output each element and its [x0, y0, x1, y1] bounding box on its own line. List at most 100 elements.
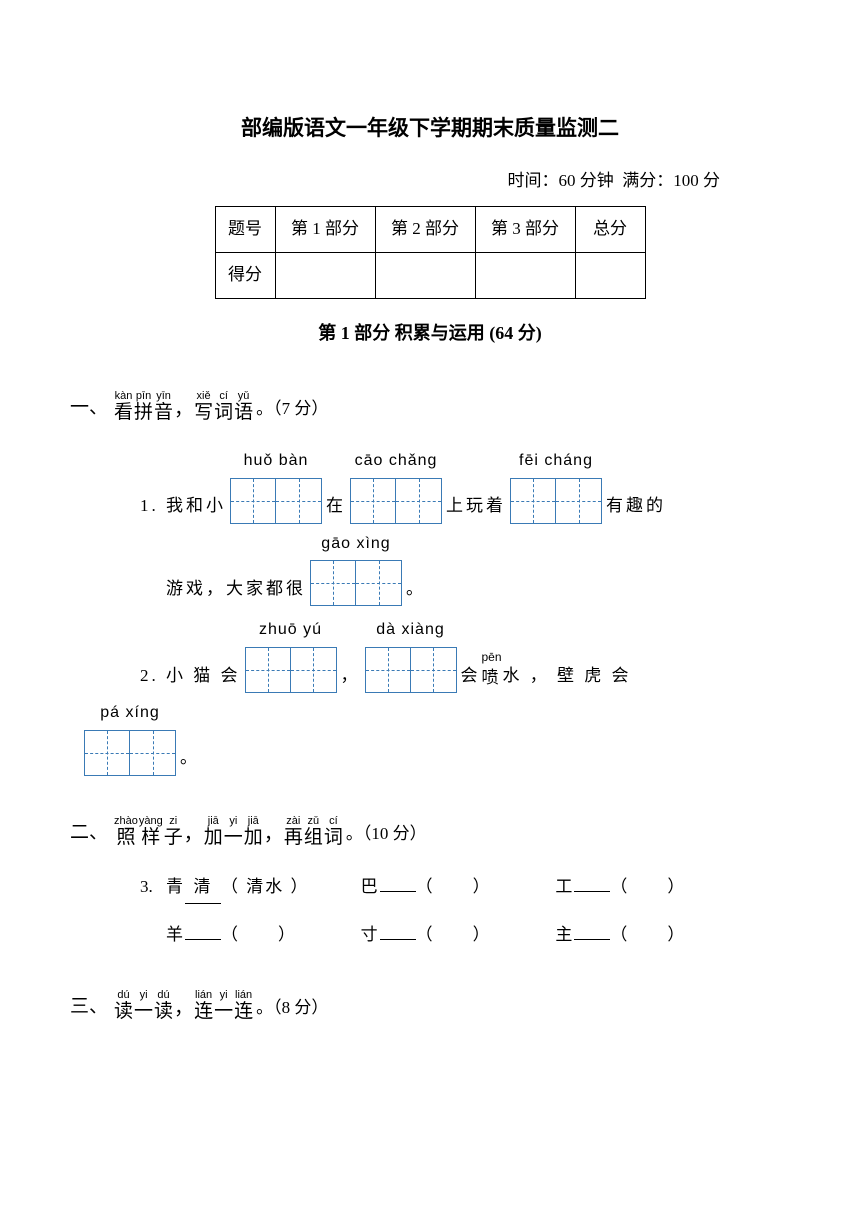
base-char: 工 [555, 877, 574, 896]
item-num: 1. [140, 491, 166, 524]
td-blank[interactable] [275, 252, 375, 298]
q1-item2-line1: 2. 小 猫 会 zhuō yú ， dà xiàng 会 pēn 喷 水 ， … [140, 616, 750, 693]
tian-box[interactable] [365, 647, 411, 693]
q3-heading: 三、 dú读yi一dú读，lián连yi一lián连 。（8 分） [70, 978, 750, 1024]
tian-box[interactable] [350, 478, 396, 524]
ruby-char: ， [264, 824, 283, 847]
paren: （ ） [610, 877, 686, 896]
time-label: 时间： [508, 171, 559, 190]
ruby-char: jiā加 [244, 815, 263, 850]
section-1-header: 第 1 部分 积累与运用 (64 分) [110, 317, 750, 349]
tian-box[interactable] [411, 647, 457, 693]
pinyin-label: huǒ bàn [244, 447, 309, 476]
pinyin-label: pá xíng [100, 699, 159, 728]
tian-box[interactable] [510, 478, 556, 524]
paren: （ [221, 877, 246, 896]
q3-ruby: dú读yi一dú读，lián连yi一lián连 [114, 978, 254, 1024]
fill-blank[interactable] [574, 891, 610, 892]
text-seg: 在 [326, 491, 346, 524]
q3-number: 三、 [70, 990, 108, 1024]
ruby-char: yīn音 [154, 390, 173, 425]
th-part2: 第 2 部分 [375, 207, 475, 253]
q3-points: 。（8 分） [256, 993, 328, 1024]
tian-box[interactable] [245, 647, 291, 693]
paren: （ ） [610, 925, 686, 944]
base-char: 寸 [361, 925, 380, 944]
fill-item: 寸（ ） [361, 920, 556, 951]
q2-row2: 羊 （ ） 寸（ ） 主 （ ） [140, 920, 750, 951]
ruby-char: ， [184, 824, 203, 847]
q2-ruby: zhào照yàng样zi子，jiā加yi一jiā加，zài再zǔ组cí词 [114, 804, 344, 850]
ruby-char: yi一 [134, 989, 153, 1024]
tian-box[interactable] [291, 647, 337, 693]
td-blank[interactable] [375, 252, 475, 298]
ruby-char: xiě写 [194, 390, 213, 425]
q2-number: 二、 [70, 816, 108, 850]
tian-box-group: fēi cháng [510, 447, 602, 524]
td-blank[interactable] [575, 252, 645, 298]
tian-box[interactable] [556, 478, 602, 524]
fill-blank[interactable]: 清 [185, 872, 221, 904]
q1-ruby: kàn看pīn拼yīn音，xiě写cí词yǔ语 [114, 379, 254, 425]
pinyin-label: cāo chǎng [355, 447, 438, 476]
q1-item1-line1: 1. 我和小 huǒ bàn 在 cāo chǎng 上玩着 fēi cháng… [140, 447, 750, 524]
q1-number: 一、 [70, 391, 108, 425]
fill-blank[interactable] [380, 891, 416, 892]
tian-box[interactable] [276, 478, 322, 524]
ruby-char: dú读 [114, 989, 133, 1024]
base-char: 羊 [166, 925, 185, 944]
fill-item: 青清（ 清水 ） [166, 872, 361, 904]
score-value: 100 分 [673, 171, 720, 190]
text-seg: 有趣的 [606, 491, 666, 524]
tian-box[interactable] [230, 478, 276, 524]
tian-box[interactable] [396, 478, 442, 524]
tian-box[interactable] [356, 560, 402, 606]
fill-item: 工 （ ） [555, 872, 750, 904]
paren: （ ） [221, 925, 297, 944]
q2-body: 3. 青清（ 清水 ） 巴（ ） 工（ ） 羊（ ） 寸（ ） 主（ ） [140, 872, 750, 950]
q2-points: 。（10 分） [346, 819, 427, 850]
fill-blank[interactable] [185, 939, 221, 940]
ruby-char: dú读 [154, 989, 173, 1024]
ruby-char: pīn拼 [134, 390, 153, 425]
exam-title: 部编版语文一年级下学期期末质量监测二 [110, 110, 750, 148]
td-score-label: 得分 [215, 252, 275, 298]
paren: （ ） [416, 877, 492, 896]
td-blank[interactable] [475, 252, 575, 298]
paren: ） [284, 877, 309, 896]
q2-heading: 二、 zhào照yàng样zi子，jiā加yi一jiā加，zài再zǔ组cí词 … [70, 804, 750, 850]
base-char: 主 [555, 925, 574, 944]
item-num: 3. [140, 872, 166, 904]
text-seg: 。 [180, 743, 200, 776]
ruby-char: zǔ组 [304, 815, 323, 850]
spacer [140, 920, 166, 951]
text-seg: 小 猫 会 [166, 661, 241, 694]
char: 喷 [482, 663, 502, 694]
fill-item: 主 （ ） [555, 920, 750, 951]
table-row: 题号 第 1 部分 第 2 部分 第 3 部分 总分 [215, 207, 645, 253]
ruby-char: zi子 [164, 815, 183, 850]
tian-box-group: dà xiàng [365, 616, 457, 693]
fill-item: 羊 （ ） [166, 920, 361, 951]
fill-blank[interactable] [380, 939, 416, 940]
base-char: 巴 [361, 877, 380, 896]
fill-blank[interactable] [574, 939, 610, 940]
ruby-char: yi一 [214, 989, 233, 1024]
base-char: 青 [166, 877, 185, 896]
ruby-char: zhào照 [114, 815, 138, 850]
th-label: 题号 [215, 207, 275, 253]
tian-box[interactable] [310, 560, 356, 606]
ruby-char: lián连 [194, 989, 213, 1024]
th-part1: 第 1 部分 [275, 207, 375, 253]
item-num: 2. [140, 661, 166, 694]
text-seg: ， [341, 661, 361, 694]
q1-heading: 一、 kàn看pīn拼yīn音，xiě写cí词yǔ语 。（7 分） [70, 379, 750, 425]
ruby-char: cí词 [214, 390, 233, 425]
tian-box-group: gāo xìng [310, 530, 402, 607]
tian-box[interactable] [84, 730, 130, 776]
spacer [140, 604, 166, 606]
th-part3: 第 3 部分 [475, 207, 575, 253]
score-table: 题号 第 1 部分 第 2 部分 第 3 部分 总分 得分 [215, 206, 646, 298]
text-seg: 水 ， 壁 虎 会 [503, 661, 632, 694]
tian-box[interactable] [130, 730, 176, 776]
